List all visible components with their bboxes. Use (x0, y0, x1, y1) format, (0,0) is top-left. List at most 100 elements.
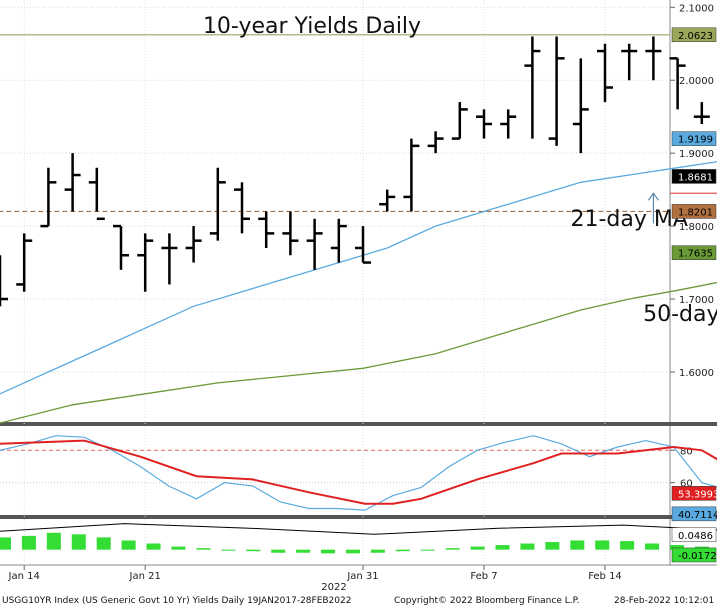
price-tags: 2.0623 1.9199 1.8681 1.8201 1.7635 (671, 27, 717, 260)
footer-left: USGG10YR Index (US Generic Govt 10 Yr) Y… (2, 596, 351, 606)
annotation-arrowhead (647, 192, 659, 201)
panel-divider-2 (0, 515, 717, 519)
x-tick-label: Jan 31 (346, 571, 378, 582)
histogram-bar (645, 543, 660, 550)
price-tag-label: 53.3993 (678, 489, 717, 500)
annotations: 21-day MA 50-day MA (570, 192, 717, 327)
histogram-bar (345, 549, 360, 554)
price-tag-bg (671, 27, 717, 43)
price-tag-bg (671, 547, 717, 563)
histogram-bar (370, 549, 385, 553)
ohlc-bar (16, 233, 33, 292)
ohlc-bar (403, 138, 420, 212)
ohlc-bar (306, 218, 323, 270)
price-tag-label: 1.8681 (678, 172, 713, 183)
histogram-bar (71, 534, 86, 550)
ohlc-bar (621, 43, 638, 81)
price-tag-label: 2.0623 (678, 31, 713, 42)
y-tick-label: 1.9000 (679, 149, 714, 160)
ma-line (0, 161, 717, 395)
ma-line (0, 281, 717, 424)
histogram-bar (595, 540, 610, 550)
histogram-bar (221, 549, 236, 551)
price-tag-bg (671, 527, 717, 543)
ohlc-bar (476, 109, 492, 139)
price-tag: 0.0486 (671, 527, 717, 543)
price-tag-label: 1.9199 (678, 135, 713, 146)
ohlc-bars (0, 36, 710, 307)
x-tick-label: Jan 21 (129, 571, 161, 582)
price-tag-label: 1.7635 (678, 249, 713, 260)
ohlc-bar (524, 36, 541, 139)
osc-tick-label: 60 (680, 479, 693, 490)
x-tick-label: Feb 14 (588, 571, 622, 582)
price-tag: 40.7114 (671, 506, 717, 522)
ohlc-bar (113, 224, 129, 270)
price-tag-bg (671, 486, 717, 501)
osc-line (0, 435, 717, 511)
histogram-bar (420, 549, 435, 551)
histogram-bar (121, 540, 136, 550)
ohlc-bar (161, 233, 178, 285)
price-tag: 1.8681 (671, 169, 717, 184)
price-tag-bg (671, 131, 717, 146)
price-tag-label: 40.7114 (678, 510, 717, 521)
moving-averages (0, 161, 717, 424)
ohlc-bar (355, 226, 371, 264)
footer-right: 28-Feb-2022 10:12:01 (614, 596, 714, 606)
ohlc-bar (693, 102, 710, 124)
y-tick-label: 1.7000 (679, 295, 714, 306)
x-tick-label: Feb 7 (470, 571, 497, 582)
price-tag-label: -0.0172 (678, 551, 717, 562)
histogram-bar (445, 548, 460, 550)
price-tag-bg (671, 506, 717, 522)
histogram-bar (520, 543, 535, 550)
histogram-bar (96, 537, 111, 550)
histogram-bar (495, 545, 510, 550)
histogram-bar (545, 542, 560, 550)
annotation-label: 21-day MA (570, 207, 687, 232)
price-tag: 1.7635 (671, 245, 717, 260)
ohlc-bar (645, 36, 662, 81)
price-tag-bg (671, 169, 717, 184)
ohlc-bar (427, 131, 444, 154)
price-tag-bg (671, 204, 717, 219)
histogram-bar (21, 535, 36, 550)
histogram-bar (470, 546, 485, 550)
ohlc-bar (258, 211, 275, 248)
histogram-bar (570, 540, 585, 550)
ohlc-bar (451, 102, 468, 140)
histogram-bar (46, 532, 61, 550)
ohlc-bar (282, 211, 299, 256)
bottom-line (0, 523, 717, 535)
histogram-bar (296, 549, 311, 553)
x-tick-label: Jan 14 (8, 571, 40, 582)
ohlc-bar (379, 189, 396, 212)
ohlc-bar (137, 233, 154, 292)
histogram-bar (321, 549, 336, 554)
histogram-bar (146, 543, 161, 550)
price-tag: 1.9199 (671, 131, 717, 146)
histogram-bar (171, 546, 186, 550)
histogram-bar (395, 549, 410, 552)
ohlc-bar (597, 43, 613, 103)
panel-divider-1 (0, 422, 717, 426)
y-tick-label: 1.8000 (679, 222, 714, 233)
y-tick-label: 2.0000 (679, 76, 714, 87)
price-tag-label: 0.0486 (678, 531, 713, 542)
ohlc-bar (669, 57, 686, 110)
y-tick-label: 1.6000 (679, 368, 714, 379)
histogram-bar (271, 549, 286, 553)
footer-center: Copyright© 2022 Bloomberg Finance L.P. (394, 596, 579, 606)
ohlc-bar (330, 218, 347, 263)
ohlc-bar (40, 167, 57, 228)
ohlc-bar (500, 109, 517, 139)
price-tag: 53.3993 (671, 486, 717, 501)
ohlc-bar (209, 167, 226, 241)
annotation-label: 50-day MA (643, 302, 717, 327)
ohlc-bar (572, 58, 589, 154)
price-tag-label: 1.8201 (678, 207, 713, 218)
